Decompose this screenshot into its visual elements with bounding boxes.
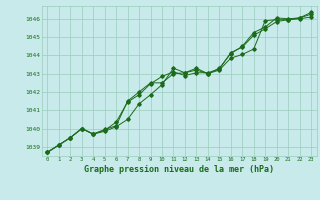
X-axis label: Graphe pression niveau de la mer (hPa): Graphe pression niveau de la mer (hPa) — [84, 165, 274, 174]
